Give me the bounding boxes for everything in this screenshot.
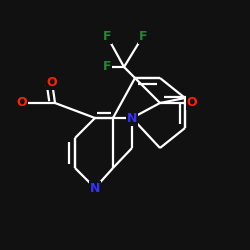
Text: N: N: [90, 182, 100, 194]
Text: O: O: [47, 76, 57, 88]
Text: F: F: [139, 30, 147, 43]
Text: F: F: [103, 30, 111, 43]
Text: O: O: [187, 96, 197, 110]
Text: F: F: [103, 60, 111, 74]
Text: O: O: [17, 96, 27, 110]
Text: N: N: [127, 112, 137, 124]
